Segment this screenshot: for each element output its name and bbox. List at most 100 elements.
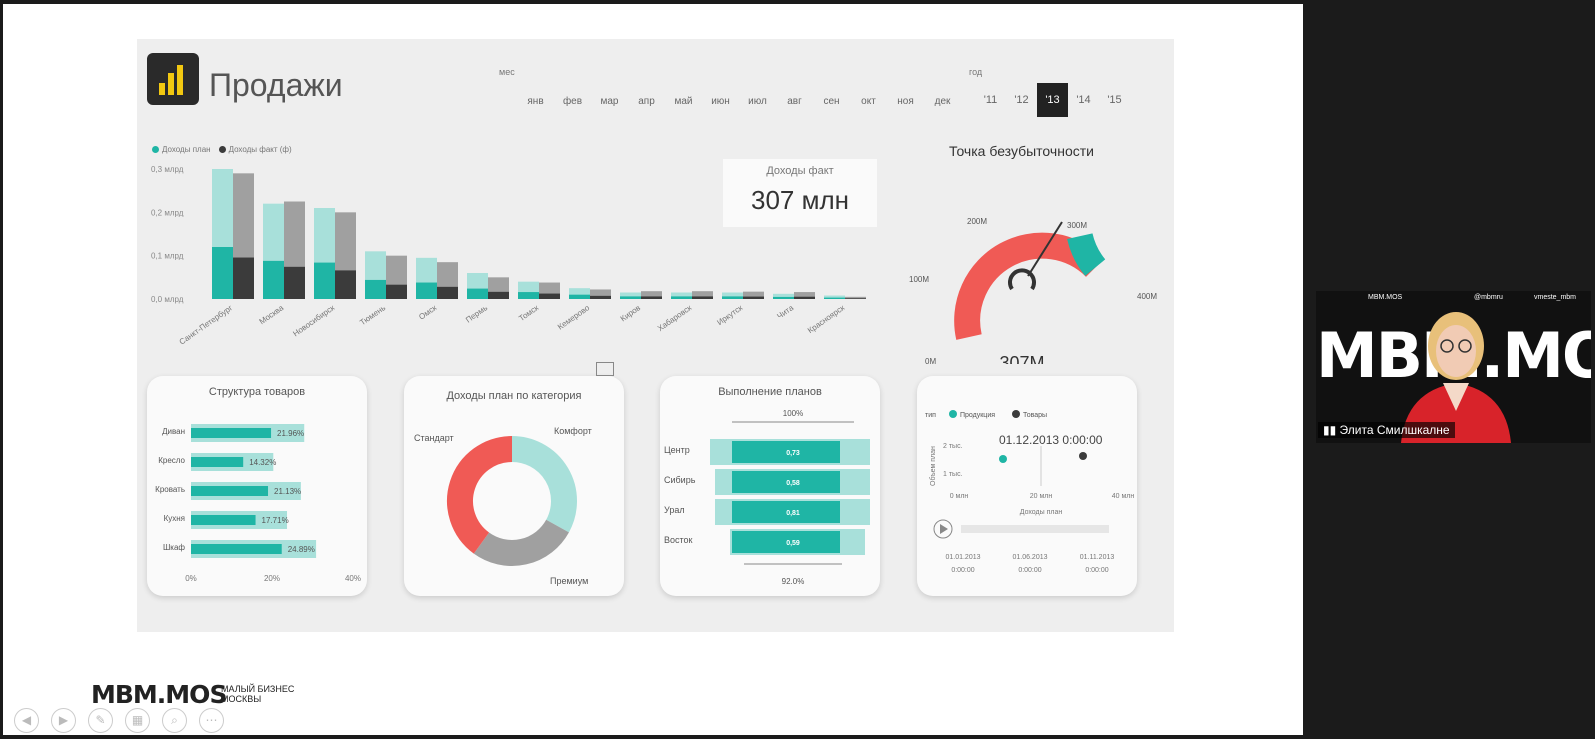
timeline-time: 0:00:00: [951, 567, 974, 574]
year-label: год: [969, 67, 983, 77]
prev-slide-icon[interactable]: ◀: [14, 708, 39, 733]
bar-plan: [722, 296, 743, 299]
top-label: 100%: [783, 409, 803, 418]
page-title: Продажи: [209, 67, 343, 103]
month-button[interactable]: янв: [527, 96, 544, 107]
value-label: 0,73: [786, 450, 800, 457]
kpi-card: Доходы факт 307 млн: [723, 159, 877, 227]
category-label: Шкаф: [163, 543, 185, 552]
bar-plan: [824, 297, 845, 299]
year-slicer[interactable]: '11 '12 '13 '14 '15: [975, 83, 1130, 117]
timeline-time: 0:00:00: [1018, 567, 1041, 574]
data-point: [1079, 452, 1087, 460]
products-structure-card[interactable]: Структура товаров Диван 21.96% Кресло 14.32…: [147, 376, 367, 596]
bar: [732, 531, 840, 553]
legend-dot: [949, 410, 957, 418]
x-tick-label: Красноярск: [806, 303, 847, 335]
bar-fact: [641, 296, 662, 299]
month-button[interactable]: июн: [711, 96, 730, 107]
next-slide-icon[interactable]: ▶: [51, 708, 76, 733]
timeline-date: 01.11.2013: [1080, 554, 1115, 561]
bar-fact-light: [845, 296, 866, 299]
category-donut-card[interactable]: Доходы план по категория Комфорт Премиум С…: [404, 362, 624, 596]
x-tick-label: Кемерово: [556, 303, 592, 332]
presenter-figure: [1401, 312, 1511, 443]
gauge-tick: 0M: [925, 357, 936, 364]
city-bar-chart: 0,3 млрд 0,2 млрд 0,1 млрд 0,0 млрдСанкт-Пе…: [151, 165, 866, 347]
scatter-card[interactable]: тип Продукция Товары 01.12.2013 0:00:00 Объе…: [917, 376, 1137, 596]
bar-fact: [845, 298, 866, 299]
category-label: Восток: [664, 535, 693, 545]
x-tick-label: Томск: [517, 303, 540, 323]
plan-execution-card[interactable]: Выполнение планов 100% Центр 0,73 Сибирь 0,5…: [660, 376, 880, 596]
month-button[interactable]: дек: [934, 96, 951, 107]
bar-fact: [335, 270, 356, 299]
bar-fact: [743, 296, 764, 299]
bar-plan: [620, 296, 641, 299]
gauge-needle: [1027, 221, 1063, 277]
month-button[interactable]: июл: [748, 96, 767, 107]
powerbi-logo-icon: [147, 53, 199, 105]
gauge-hub: [1008, 268, 1036, 291]
bottom-label: 92.0%: [782, 577, 805, 586]
x-tick-label: Чита: [775, 303, 795, 321]
month-button[interactable]: авг: [787, 96, 802, 107]
category-label: Центр: [664, 445, 690, 455]
card-title: Доходы план по категория: [446, 390, 582, 402]
bar-plan-light: [824, 295, 845, 299]
year-button[interactable]: '12: [1014, 94, 1029, 106]
year-button[interactable]: '15: [1107, 94, 1122, 106]
slides-grid-icon[interactable]: ▦: [125, 708, 150, 733]
bar: [732, 501, 840, 523]
month-button[interactable]: май: [674, 96, 693, 107]
bar-fact-light: [692, 291, 713, 299]
value-label: 14.32%: [249, 458, 276, 467]
bar: [191, 486, 269, 496]
month-button[interactable]: фев: [562, 96, 583, 107]
bar-fact-light: [641, 291, 662, 299]
year-button[interactable]: '14: [1076, 94, 1091, 106]
category-label: Кровать: [155, 485, 185, 494]
bar-plan: [569, 294, 590, 299]
gauge-tick: 200M: [967, 217, 987, 226]
bar-plan: [263, 260, 284, 299]
products-hbar-chart: Диван 21.96% Кресло 14.32% Кровать 21.13% Кухн…: [155, 424, 361, 583]
zoom-icon[interactable]: ⌕: [162, 708, 187, 733]
bar-plan: [671, 296, 692, 299]
year-button[interactable]: '13: [1037, 83, 1068, 117]
category-label: Диван: [162, 427, 185, 436]
bar-fact: [284, 266, 305, 299]
pen-icon[interactable]: ✎: [88, 708, 113, 733]
x-tick-label: 40 млн: [1112, 493, 1135, 500]
card-title: Выполнение планов: [718, 386, 822, 398]
year-button[interactable]: '11: [983, 94, 998, 106]
plan-execution-chart: 100% Центр 0,73 Сибирь 0,58 Урал 0,81 Восток 0,5…: [664, 409, 870, 586]
category-label: Сибирь: [664, 475, 696, 485]
bar: [191, 457, 244, 467]
month-slicer[interactable]: янв фев мар апр май июн июл авг сен окт ноя дек: [517, 96, 961, 107]
month-button[interactable]: окт: [861, 96, 876, 107]
bar-fact: [386, 284, 407, 299]
gauge-arc: [1067, 232, 1106, 276]
month-button[interactable]: мар: [600, 96, 619, 107]
value-label: 21.13%: [274, 487, 301, 496]
more-options-icon[interactable]: ⋯: [199, 708, 224, 733]
value-label: 17.71%: [262, 516, 289, 525]
bar-plan: [467, 288, 488, 299]
month-button[interactable]: сен: [823, 96, 840, 107]
slide-toolbar: ◀ ▶ ✎ ▦ ⌕ ⋯: [14, 708, 224, 733]
bar-fact: [488, 291, 509, 299]
x-tick-label: 40%: [345, 574, 361, 583]
month-button[interactable]: ноя: [897, 96, 914, 107]
x-tick-label: Иркутск: [715, 303, 744, 327]
expand-icon[interactable]: [596, 362, 614, 376]
card-title: Структура товаров: [208, 386, 306, 398]
bar: [191, 544, 282, 554]
x-tick-label: Москва: [258, 303, 286, 326]
month-button[interactable]: апр: [638, 96, 655, 107]
signal-icon: ▮▮: [1323, 423, 1340, 437]
month-label: мес: [499, 67, 515, 77]
timeline-date: 01.06.2013: [1012, 554, 1047, 561]
bar-plan: [314, 262, 335, 299]
timeline-date: 01.01.2013: [945, 554, 980, 561]
